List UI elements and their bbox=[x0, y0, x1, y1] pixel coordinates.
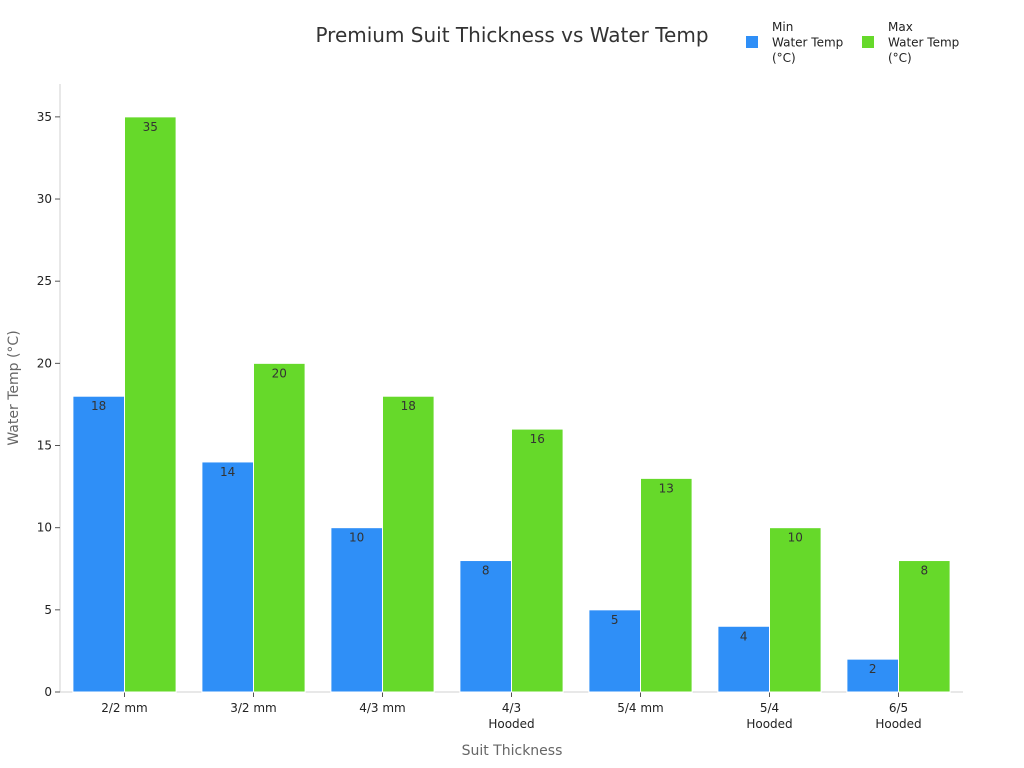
bar-min-6 bbox=[846, 658, 900, 693]
chart-title: Premium Suit Thickness vs Water Temp bbox=[315, 23, 708, 47]
x-tick-label: 5/4 mm bbox=[617, 701, 664, 715]
bar-value-label: 4 bbox=[740, 629, 748, 643]
bar-value-label: 20 bbox=[272, 366, 287, 380]
bar-labels: 18 14 10 8 5 4 2 35 20 18 16 13 10 8 bbox=[91, 120, 928, 676]
bars bbox=[72, 116, 951, 693]
bar-value-label: 8 bbox=[482, 564, 490, 578]
y-tick-label: 35 bbox=[37, 110, 52, 124]
y-tick-label: 10 bbox=[37, 521, 52, 535]
x-tick-label: 2/2 mm bbox=[101, 701, 148, 715]
legend-swatch-min bbox=[746, 36, 758, 48]
y-axis-title: Water Temp (°C) bbox=[6, 330, 22, 445]
bar-value-label: 13 bbox=[659, 481, 674, 495]
legend-label-min: Min Water Temp (°C) bbox=[772, 20, 843, 65]
legend-swatch-max bbox=[862, 36, 874, 48]
bar-max-6 bbox=[898, 560, 951, 693]
x-tick-label: 4/3 Hooded bbox=[488, 701, 534, 731]
bar-value-label: 10 bbox=[349, 531, 364, 545]
bar-max-1 bbox=[253, 362, 306, 693]
y-tick-label: 5 bbox=[44, 603, 52, 617]
y-tick-label: 25 bbox=[37, 274, 52, 288]
bar-min-5 bbox=[717, 625, 771, 693]
legend-label-max: Max Water Temp (°C) bbox=[888, 20, 959, 65]
bar-value-label: 5 bbox=[611, 613, 619, 627]
bar-min-3 bbox=[459, 560, 512, 693]
x-tick-label: 6/5 Hooded bbox=[875, 701, 921, 731]
x-tick-label: 3/2 mm bbox=[230, 701, 277, 715]
bar-min-2 bbox=[330, 527, 383, 693]
legend: Min Water Temp (°C) Max Water Temp (°C) bbox=[746, 20, 959, 65]
x-tick-label: 4/3 mm bbox=[359, 701, 406, 715]
bar-value-label: 8 bbox=[920, 564, 928, 578]
bar-value-label: 2 bbox=[869, 662, 877, 676]
bar-value-label: 18 bbox=[91, 399, 106, 413]
bar-max-3 bbox=[511, 428, 564, 693]
y-tick-label: 15 bbox=[37, 439, 52, 453]
bar-value-label: 14 bbox=[220, 465, 235, 479]
x-tick-label: 5/4 Hooded bbox=[746, 701, 792, 731]
bar-value-label: 35 bbox=[143, 120, 158, 134]
bar-value-label: 10 bbox=[788, 531, 803, 545]
bar-max-4 bbox=[640, 477, 693, 693]
bar-min-0 bbox=[72, 395, 125, 693]
x-axis-title: Suit Thickness bbox=[462, 743, 563, 759]
bar-value-label: 18 bbox=[401, 399, 416, 413]
y-tick-label: 30 bbox=[37, 192, 52, 206]
y-tick-label: 0 bbox=[44, 685, 52, 699]
bar-min-1 bbox=[201, 461, 254, 693]
y-axis-ticks: 0 5 10 15 20 25 30 35 bbox=[37, 110, 60, 699]
bar-max-5 bbox=[769, 527, 822, 693]
x-axis-ticks: 2/2 mm 3/2 mm 4/3 mm 4/3 Hooded 5/4 mm 5/4 Hood… bbox=[101, 692, 922, 731]
bar-max-0 bbox=[124, 116, 177, 693]
bar-max-2 bbox=[382, 395, 435, 693]
y-tick-label: 20 bbox=[37, 356, 52, 370]
bar-value-label: 16 bbox=[530, 432, 545, 446]
bar-min-4 bbox=[588, 609, 642, 693]
